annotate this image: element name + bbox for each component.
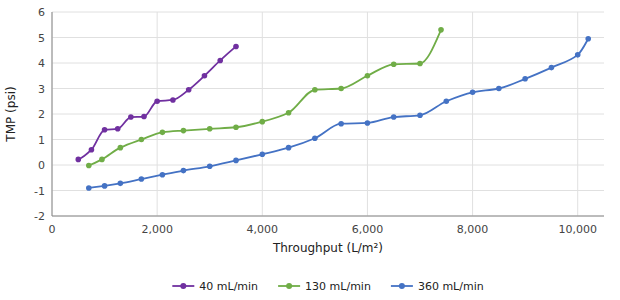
grid-line-y <box>52 12 604 13</box>
data-point <box>438 27 444 33</box>
data-point <box>128 114 134 120</box>
x-tick-label: 8,000 <box>457 223 489 236</box>
grid-line-y <box>52 216 604 217</box>
data-point <box>118 181 124 187</box>
data-point <box>585 36 591 42</box>
data-point <box>259 151 265 157</box>
x-axis-line <box>52 216 604 217</box>
data-point <box>160 130 166 136</box>
data-point <box>181 128 187 134</box>
grid <box>52 12 604 216</box>
y-axis-line <box>52 12 53 216</box>
data-point <box>207 163 213 169</box>
grid-line-x <box>367 12 368 216</box>
data-point <box>391 114 397 120</box>
data-point <box>102 127 108 133</box>
legend-marker <box>180 283 186 289</box>
legend-label: 130 mL/min <box>305 280 371 293</box>
data-point <box>391 61 397 67</box>
data-point <box>89 147 95 153</box>
data-point <box>417 112 423 118</box>
data-point <box>312 87 318 93</box>
y-tick-label: -2 <box>34 210 45 223</box>
data-point <box>154 98 160 104</box>
data-point <box>496 86 502 92</box>
data-point <box>549 65 555 71</box>
data-point <box>575 52 581 58</box>
data-point <box>86 163 92 169</box>
chart: -2 -1 0 1 2 3 4 5 6 0 2,000 4,000 6,000 8,000 10,000 Th… <box>0 0 620 300</box>
data-point <box>75 157 81 163</box>
data-point <box>365 120 371 126</box>
data-point <box>470 90 476 96</box>
data-point <box>170 97 176 103</box>
grid-line-y <box>52 190 604 191</box>
series-line <box>89 39 588 188</box>
data-point <box>338 86 344 92</box>
data-point <box>259 119 265 125</box>
data-point <box>202 73 208 79</box>
data-point <box>443 98 449 104</box>
data-point <box>86 185 92 191</box>
y-tick-label: 1 <box>38 134 45 147</box>
y-tick-label: 4 <box>38 57 45 70</box>
data-point <box>522 76 528 82</box>
data-point <box>338 121 344 127</box>
x-tick-label: 4,000 <box>247 223 279 236</box>
grid-line-x <box>52 12 53 216</box>
data-point <box>118 145 124 151</box>
legend-item: 360 mL/min <box>391 280 484 293</box>
data-point <box>160 172 166 178</box>
grid-line-x <box>577 12 578 216</box>
data-point <box>207 126 213 132</box>
data-point <box>115 126 121 132</box>
data-point <box>141 114 147 120</box>
series-line <box>89 30 441 166</box>
data-point <box>312 135 318 141</box>
data-point <box>139 176 145 182</box>
grid-line-y <box>52 114 604 115</box>
data-point <box>417 61 423 67</box>
plot-area <box>75 27 591 191</box>
y-tick-label: 3 <box>38 83 45 96</box>
data-point <box>365 73 371 79</box>
legend-label: 360 mL/min <box>418 280 484 293</box>
data-point <box>233 158 239 164</box>
legend-item: 40 mL/min <box>172 280 258 293</box>
y-tick-label: 0 <box>38 159 45 172</box>
legend: 40 mL/min 130 mL/min 360 mL/min <box>172 280 483 293</box>
y-tick-label: 2 <box>38 108 45 121</box>
data-point <box>102 183 108 189</box>
y-axis-label: TMP (psi) <box>4 86 18 142</box>
grid-line-y <box>52 165 604 166</box>
data-point <box>181 168 187 174</box>
grid-line-y <box>52 63 604 64</box>
y-tick-label: 6 <box>38 6 45 19</box>
x-tick-label: 2,000 <box>141 223 173 236</box>
data-point <box>186 87 192 93</box>
grid-line-y <box>52 37 604 38</box>
grid-line-x <box>472 12 473 216</box>
x-axis-label: Throughput (L/m²) <box>272 241 383 255</box>
x-tick-label: 6,000 <box>352 223 384 236</box>
grid-line-x <box>262 12 263 216</box>
legend-item: 130 mL/min <box>278 280 371 293</box>
series-line <box>78 46 236 159</box>
data-point <box>217 58 223 64</box>
grid-line-x <box>157 12 158 216</box>
y-tick-label: 5 <box>38 32 45 45</box>
y-tick-label: -1 <box>34 185 45 198</box>
data-point <box>286 110 292 116</box>
grid-line-y <box>52 139 604 140</box>
legend-marker <box>286 283 292 289</box>
x-tick-label: 10,000 <box>558 223 597 236</box>
legend-marker <box>399 283 405 289</box>
data-point <box>233 44 239 50</box>
data-point <box>286 145 292 151</box>
data-point <box>99 157 105 163</box>
data-point <box>139 137 145 143</box>
x-tick-label: 0 <box>49 223 56 236</box>
data-point <box>233 124 239 130</box>
legend-label: 40 mL/min <box>199 280 258 293</box>
